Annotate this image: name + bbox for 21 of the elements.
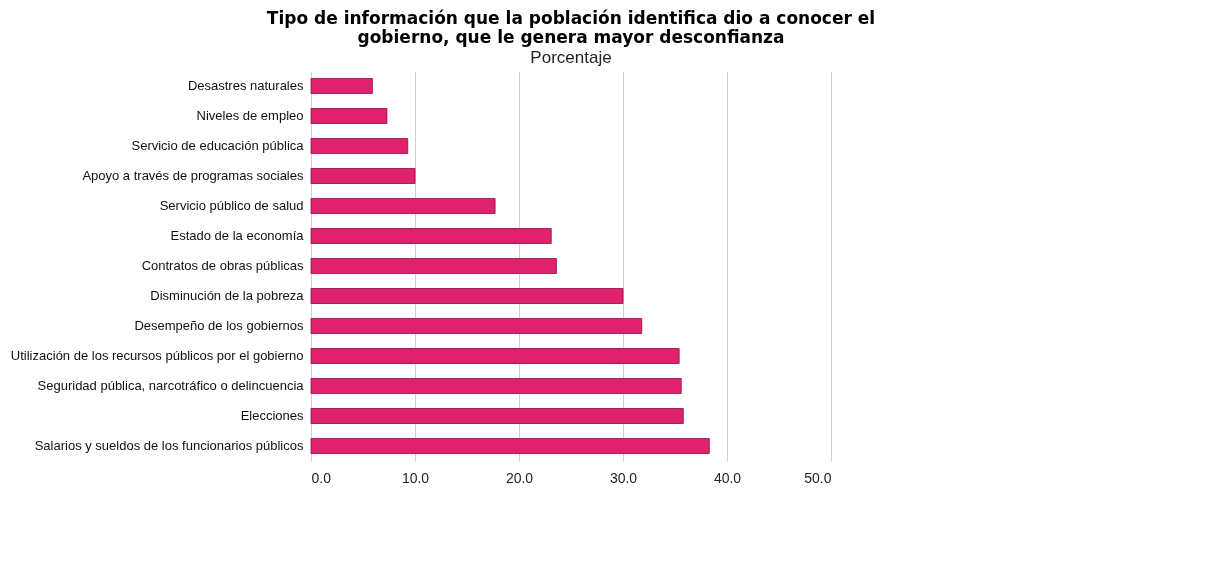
- x-tick-label: 0.0: [311, 469, 332, 486]
- y-tick-label: Niveles de empleo: [196, 108, 304, 123]
- chart-title: Tipo de información que la población identifica dio a conocer el gobierno, que le genera mayor desconfianza: [266, 8, 876, 47]
- y-tick-label: Elecciones: [240, 408, 304, 423]
- y-tick-label: Utilización de los recursos públicos por el gobierno: [10, 348, 304, 363]
- y-tick-label: Salarios y sueldos de los funcionarios públicos: [34, 438, 304, 453]
- chart-subtitle: Porcentaje: [530, 48, 612, 67]
- x-tick-label: 30.0: [609, 469, 638, 486]
- x-tick-label: 10.0: [401, 469, 430, 486]
- y-tick-label: Servicio público de salud: [159, 198, 304, 213]
- y-tick-label: Disminución de la pobreza: [150, 288, 305, 303]
- x-tick-label: 20.0: [505, 469, 534, 486]
- y-tick-label: Servicio de educación pública: [131, 138, 305, 153]
- y-tick-label: Contratos de obras públicas: [141, 258, 304, 273]
- y-tick-label: Desempeño de los gobiernos: [134, 318, 304, 333]
- x-tick-label: 50.0: [804, 469, 832, 486]
- y-tick-label: Estado de la economía: [170, 228, 305, 243]
- y-tick-label: Seguridad pública, narcotráfico o delincuencia: [37, 378, 305, 393]
- y-tick-label: Desastres naturales: [187, 78, 304, 93]
- x-tick-label: 40.0: [713, 469, 742, 486]
- y-tick-label: Apoyo a través de programas sociales: [82, 168, 304, 183]
